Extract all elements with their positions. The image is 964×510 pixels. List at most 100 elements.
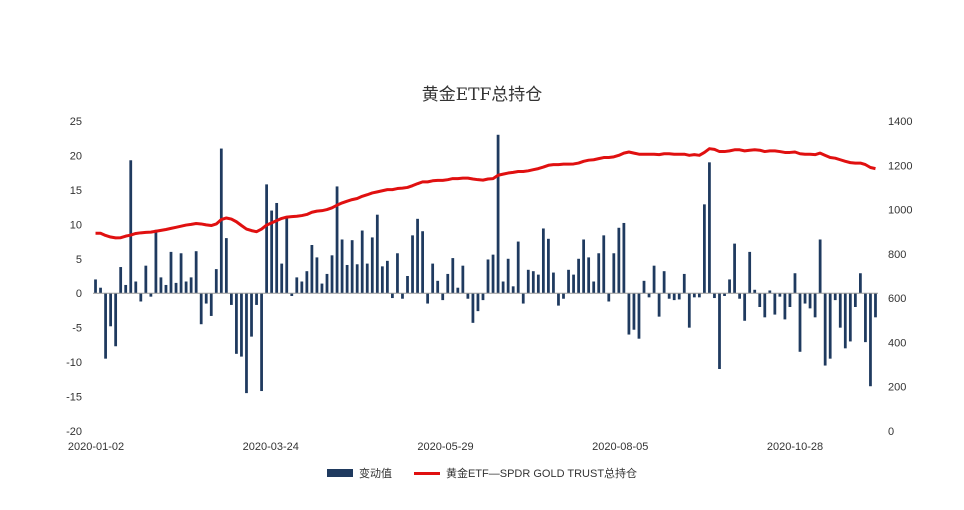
bar — [516, 241, 520, 294]
bar — [169, 251, 173, 294]
bar — [838, 293, 842, 328]
bar — [657, 293, 661, 317]
bar — [406, 276, 409, 294]
legend-swatch-line — [413, 471, 440, 475]
bar — [325, 273, 329, 294]
bar-series — [94, 134, 877, 394]
bar — [426, 293, 430, 304]
bar — [204, 293, 208, 304]
bar — [230, 293, 233, 305]
bar — [788, 293, 792, 307]
bar — [718, 293, 721, 369]
left-tick-label: -10 — [66, 357, 82, 369]
bar — [416, 218, 419, 294]
bar — [476, 293, 480, 312]
bar — [491, 254, 495, 294]
bar — [567, 269, 570, 294]
bar — [149, 293, 153, 297]
bar — [391, 293, 394, 299]
legend-item-bars: 变动值 — [326, 465, 392, 481]
bar — [436, 280, 440, 294]
bar — [285, 217, 289, 294]
bar — [401, 293, 404, 299]
bar — [496, 134, 500, 294]
right-tick-label: 400 — [888, 337, 906, 349]
x-tick-label: 2020-01-02 — [68, 441, 124, 453]
bar — [265, 184, 268, 294]
bar — [154, 229, 158, 294]
bar — [763, 293, 767, 318]
bar — [536, 274, 540, 294]
bar — [320, 283, 324, 294]
bar — [823, 293, 827, 366]
bar — [652, 265, 656, 294]
bar — [310, 245, 314, 294]
bar — [783, 293, 787, 320]
bar — [708, 162, 711, 294]
bar — [828, 293, 832, 359]
bar — [869, 293, 872, 387]
bar — [295, 277, 299, 294]
bar — [622, 222, 626, 294]
bar — [692, 293, 696, 298]
x-tick-label: 2020-08-05 — [592, 441, 648, 453]
bar — [713, 293, 716, 299]
chart-title: 黄金ETF总持仓 — [421, 85, 543, 105]
bar — [607, 293, 611, 302]
bar — [245, 293, 248, 394]
bar — [179, 253, 183, 294]
bar — [738, 293, 741, 299]
bar — [627, 293, 631, 335]
bar — [345, 264, 349, 294]
bar — [637, 293, 641, 339]
bar — [602, 235, 606, 294]
bar — [531, 271, 535, 294]
bar — [597, 253, 601, 294]
bar — [335, 186, 339, 294]
bar — [370, 237, 374, 294]
bar — [456, 287, 460, 294]
bar — [235, 293, 238, 354]
x-tick-label: 2020-03-24 — [243, 441, 299, 453]
bar — [109, 293, 112, 327]
bar — [552, 272, 555, 294]
line-series — [95, 147, 876, 240]
left-tick-label: 20 — [70, 150, 82, 162]
bar — [255, 293, 258, 305]
bar — [270, 210, 274, 294]
bar — [224, 238, 228, 294]
bar — [818, 239, 822, 294]
bar — [703, 204, 706, 294]
bar — [174, 282, 178, 294]
bar — [360, 230, 364, 294]
left-tick-label: 10 — [70, 219, 82, 231]
left-tick-label: 25 — [70, 116, 82, 128]
bar — [481, 293, 485, 301]
bar — [642, 280, 646, 294]
bar — [240, 293, 243, 357]
bar — [723, 293, 726, 296]
bar — [461, 265, 465, 294]
bar — [677, 293, 681, 300]
bar — [547, 238, 550, 294]
bar — [330, 255, 334, 294]
bar — [199, 293, 203, 325]
bar — [506, 258, 510, 294]
bar — [682, 273, 686, 294]
bar — [280, 263, 284, 294]
right-tick-label: 200 — [888, 382, 906, 394]
bar — [139, 293, 143, 302]
x-tick-label: 2020-05-29 — [417, 441, 473, 453]
bar — [577, 258, 580, 294]
bar — [104, 293, 107, 359]
bar — [521, 293, 525, 304]
bar — [541, 228, 545, 294]
bar — [843, 293, 847, 349]
legend-swatch-bars — [326, 469, 353, 477]
bar — [421, 231, 424, 294]
right-tick-label: 0 — [888, 426, 894, 438]
bar — [793, 273, 797, 294]
bar — [808, 293, 812, 309]
bar — [728, 279, 731, 294]
bar — [365, 263, 369, 294]
